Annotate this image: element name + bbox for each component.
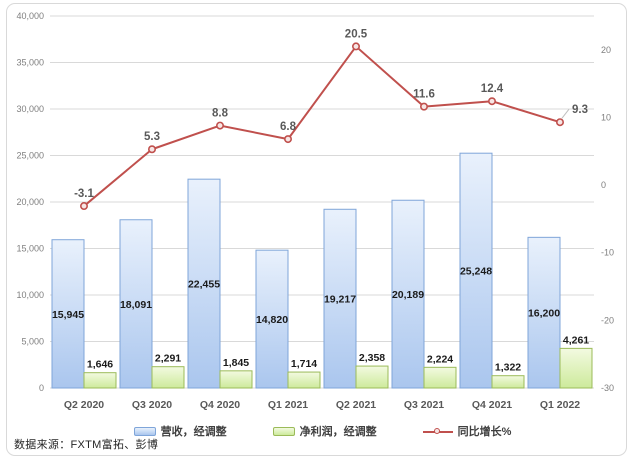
growth-point-label: 6.8 — [280, 121, 297, 133]
source-note: 数据来源：FXTM富拓、彭博 — [14, 439, 159, 451]
profit-bar-label: 2,224 — [427, 353, 453, 365]
y-axis-label-left: 10,000 — [16, 290, 44, 300]
x-axis-label: Q2 2021 — [336, 399, 376, 411]
profit-bar — [559, 347, 593, 389]
y-axis-label-left: 15,000 — [16, 244, 44, 254]
profit-bar-label: 1,845 — [223, 357, 249, 369]
profit-swatch-icon — [272, 426, 295, 436]
profit-bar — [151, 366, 185, 389]
revenue-bar — [391, 199, 425, 389]
growth-point-label: 8.8 — [212, 108, 229, 120]
legend-item-profit: 净利润，经调整 — [272, 423, 377, 439]
x-axis-label: Q2 2020 — [64, 399, 104, 411]
revenue-bar-label: 22,455 — [188, 279, 220, 291]
revenue-bar — [51, 239, 85, 389]
revenue-bar-label: 18,091 — [120, 299, 152, 311]
growth-point-label: 12.4 — [481, 83, 504, 95]
growth-point-label: 11.6 — [413, 89, 435, 101]
y-axis-label-right: -10 — [601, 248, 614, 258]
growth-marker — [555, 118, 564, 127]
label-leader-line — [561, 108, 570, 119]
y-axis-label-left: 40,000 — [16, 11, 44, 21]
x-axis-label: Q3 2020 — [132, 399, 172, 411]
legend-label-growth: 同比增长% — [457, 426, 512, 438]
revenue-bar — [187, 178, 221, 389]
growth-marker — [283, 135, 292, 144]
x-axis-label: Q4 2021 — [472, 399, 512, 411]
revenue-bar-label: 19,217 — [324, 294, 356, 306]
growth-marker — [419, 102, 428, 111]
growth-marker — [487, 97, 496, 106]
y-axis-label-right: 20 — [601, 45, 611, 55]
revenue-bar-label: 25,248 — [460, 266, 492, 278]
y-axis-label-right: 0 — [601, 180, 606, 190]
chart-legend: 营收，经调整 净利润，经调整 同比增长% — [40, 421, 605, 441]
profit-bar-label: 2,358 — [359, 352, 385, 364]
y-axis-label-right: 10 — [601, 112, 611, 122]
growth-marker — [216, 121, 225, 130]
x-axis-label: Q1 2021 — [268, 399, 308, 411]
revenue-swatch-icon — [133, 426, 156, 436]
revenue-bar — [527, 236, 561, 389]
profit-bar — [423, 366, 457, 389]
y-axis-label-left: 5,000 — [21, 337, 44, 347]
revenue-bar — [255, 249, 289, 389]
revenue-bar — [119, 219, 153, 389]
growth-marker — [80, 202, 89, 211]
growth-marker — [148, 145, 157, 154]
revenue-bar-label: 14,820 — [256, 314, 288, 326]
y-axis-label-right: -20 — [601, 315, 614, 325]
growth-point-label: 20.5 — [345, 28, 368, 40]
y-axis-label-left: 25,000 — [16, 151, 44, 161]
legend-label-profit: 净利润，经调整 — [299, 426, 377, 438]
y-axis-label-right: -30 — [601, 383, 614, 393]
revenue-bar-label: 15,945 — [52, 309, 84, 321]
y-axis-label-left: 20,000 — [16, 197, 44, 207]
growth-point-label: -3.1 — [74, 188, 94, 200]
y-axis-label-left: 30,000 — [16, 104, 44, 114]
revenue-bar-label: 16,200 — [528, 308, 560, 320]
growth-point-label: 9.3 — [572, 104, 588, 116]
x-axis-label: Q4 2020 — [200, 399, 240, 411]
growth-point-label: 5.3 — [144, 131, 160, 143]
x-axis-label: Q1 2022 — [540, 399, 580, 411]
profit-bar-label: 2,291 — [155, 353, 181, 365]
profit-bar-label: 4,261 — [563, 334, 589, 346]
legend-item-growth: 同比增长% — [422, 423, 512, 439]
profit-bar-label: 1,714 — [291, 358, 317, 370]
growth-line-swatch-icon — [422, 427, 453, 436]
profit-bar-label: 1,322 — [495, 362, 521, 374]
profit-bar — [83, 372, 117, 389]
growth-line — [83, 45, 561, 207]
profit-bar — [491, 375, 525, 389]
x-axis-label: Q3 2021 — [404, 399, 444, 411]
legend-label-revenue: 营收，经调整 — [160, 426, 227, 438]
revenue-bar-label: 20,189 — [392, 289, 424, 301]
profit-bar — [287, 371, 321, 389]
legend-item-revenue: 营收，经调整 — [133, 423, 227, 439]
revenue-bar — [323, 208, 357, 389]
profit-bar-label: 1,646 — [87, 359, 113, 371]
profit-bar — [355, 365, 389, 389]
y-axis-label-left: 0 — [39, 383, 44, 393]
profit-bar — [219, 370, 253, 389]
growth-marker — [351, 42, 360, 51]
revenue-bar — [459, 152, 493, 389]
y-axis-label-left: 35,000 — [16, 58, 44, 68]
